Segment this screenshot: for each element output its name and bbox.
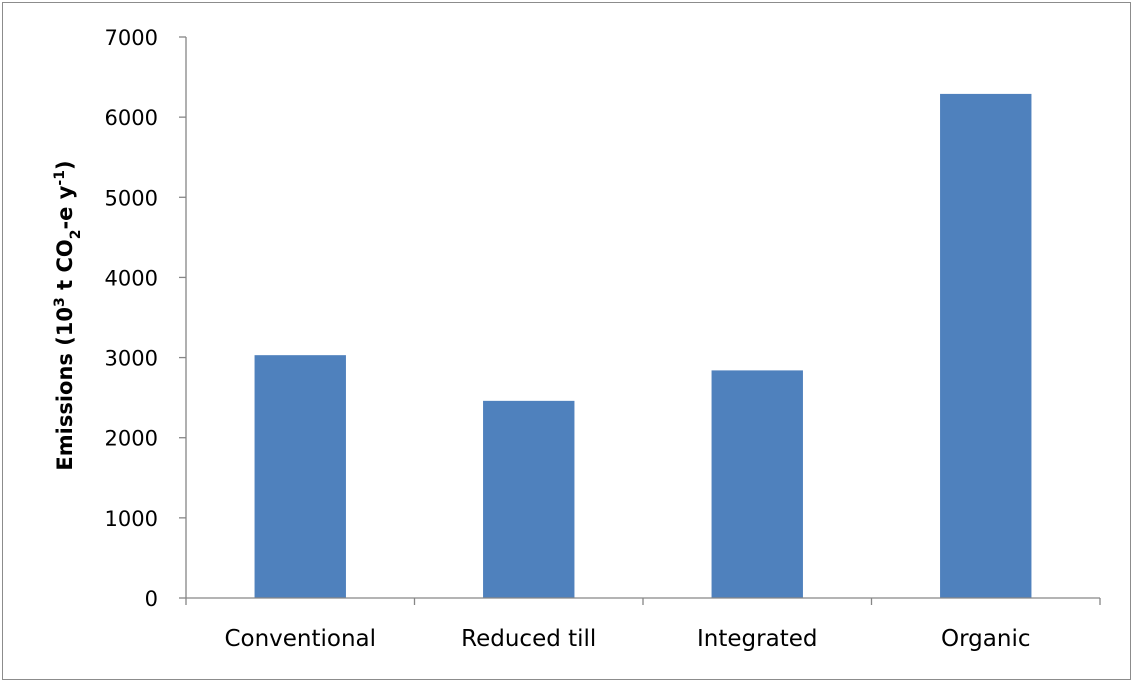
- y-tick-label: 7000: [105, 26, 158, 50]
- x-axis-category-labels: Conventional Reduced till Integrated Organi…: [224, 626, 1030, 652]
- y-axis-ticks: [179, 36, 186, 599]
- y-axis-title-part: 2: [68, 230, 84, 240]
- y-axis-title-part: ): [53, 160, 77, 170]
- y-axis-title-part: t CO: [53, 239, 77, 297]
- x-category-label: Integrated: [697, 626, 817, 652]
- x-category-label: Conventional: [224, 626, 376, 652]
- y-axis-title-part: -1: [52, 170, 68, 186]
- bar: [940, 93, 1032, 598]
- y-tick-label: 5000: [105, 186, 158, 210]
- bar: [711, 370, 803, 598]
- y-tick-label: 0: [145, 587, 158, 611]
- y-axis-title: Emissions (103 t CO2-e y-1): [52, 160, 84, 470]
- bar: [483, 400, 575, 598]
- y-tick-label: 2000: [105, 427, 158, 451]
- y-axis-tick-labels: 0 1000 2000 3000 4000 5000 6000 7000: [105, 26, 158, 611]
- y-axis-title-part: Emissions (10: [53, 307, 77, 471]
- y-tick-label: 4000: [105, 266, 158, 290]
- y-tick-label: 3000: [105, 347, 158, 371]
- y-tick-label: 1000: [105, 507, 158, 531]
- y-tick-label: 6000: [105, 106, 158, 130]
- x-axis-ticks: [185, 598, 1101, 605]
- x-category-label: Reduced till: [461, 626, 596, 652]
- bar: [254, 355, 346, 598]
- y-axis-title-part: 3: [52, 297, 68, 307]
- y-axis-title-part: -e y: [53, 185, 77, 229]
- x-category-label: Organic: [941, 626, 1030, 652]
- bars: [254, 93, 1032, 598]
